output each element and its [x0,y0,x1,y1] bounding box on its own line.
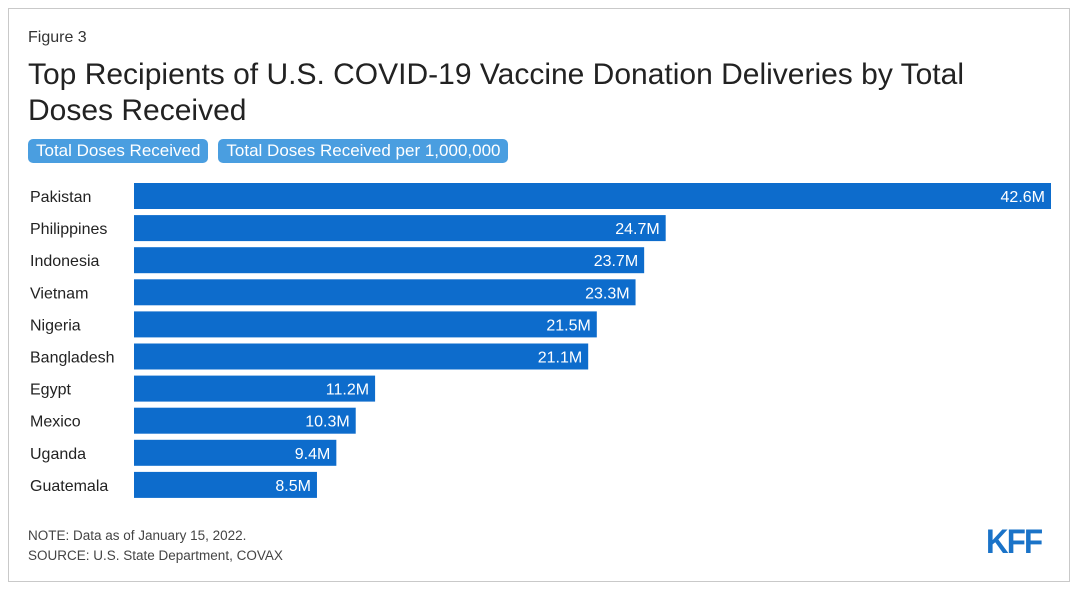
bar-value-label: 23.3M [585,285,629,302]
metric-toggle-group: Total Doses Received Total Doses Receive… [28,139,509,163]
bar-indonesia[interactable] [134,247,645,274]
category-label: Philippines [30,221,107,238]
bar-value-label: 21.1M [538,350,582,367]
figure-label: Figure 3 [28,29,87,46]
category-label: Bangladesh [30,350,115,367]
bar-value-label: 11.2M [326,382,369,399]
bar-mexico[interactable] [134,407,356,434]
bar-value-label: 42.6M [1001,189,1045,206]
bar-bangladesh[interactable] [134,343,589,370]
bar-uganda[interactable] [134,439,337,466]
bar-philippines[interactable] [134,215,666,242]
source-text: SOURCE: U.S. State Department, COVAX [28,548,283,563]
note-text: NOTE: Data as of January 15, 2022. [28,528,247,543]
bar-value-label: 8.5M [275,478,311,495]
category-label: Indonesia [30,253,99,270]
toggle-doses-per-million[interactable]: Total Doses Received per 1,000,000 [218,139,509,163]
toggle-total-doses[interactable]: Total Doses Received [28,139,209,163]
bar-value-label: 23.7M [594,253,638,270]
chart-title: Top Recipients of U.S. COVID-19 Vaccine … [28,58,964,127]
bar-value-label: 24.7M [615,221,659,238]
category-label: Nigeria [30,317,81,334]
chart-notes: NOTE: Data as of January 15, 2022. SOURC… [28,526,283,566]
category-label: Vietnam [30,285,88,302]
bar-pakistan[interactable] [134,183,1051,209]
category-label: Guatemala [30,478,108,495]
bar-nigeria[interactable] [134,311,597,338]
bar-guatemala[interactable] [134,471,317,498]
category-label: Pakistan [30,189,91,206]
category-label: Egypt [30,382,71,399]
category-label: Mexico [30,414,81,431]
bar-egypt[interactable] [134,375,376,402]
bar-value-label: 9.4M [295,446,331,463]
bar-value-label: 21.5M [546,317,590,334]
bar-vietnam[interactable] [134,279,636,306]
bar-value-label: 10.3M [305,414,349,431]
kff-logo[interactable]: KFF [986,523,1043,561]
category-label: Uganda [30,446,86,463]
